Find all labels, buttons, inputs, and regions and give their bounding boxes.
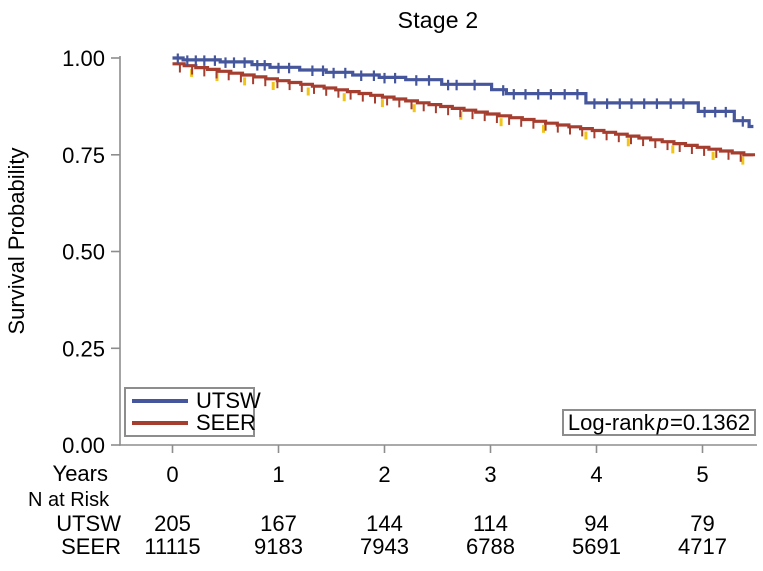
legend-item-utsw: UTSW <box>126 390 261 412</box>
legend-label-utsw: UTSW <box>196 388 261 413</box>
logrank-p-symbol: p <box>656 409 669 435</box>
y-tick-label: 0.75 <box>62 143 105 168</box>
risk-row-label-seer: SEER <box>61 534 121 559</box>
risk-value-seer: 7943 <box>360 534 409 559</box>
risk-value-seer: 6788 <box>466 534 515 559</box>
x-axis-title: Years <box>52 461 108 486</box>
legend-item-seer: SEER <box>126 410 256 435</box>
x-tick-label: 0 <box>166 462 178 487</box>
logrank-annotation: Log-rank p =0.1362 <box>562 409 756 436</box>
risk-value-utsw: 114 <box>472 511 509 536</box>
risk-value-seer: 9183 <box>254 534 303 559</box>
risk-value-seer: 4717 <box>678 534 727 559</box>
legend: UTSW SEER <box>124 387 261 437</box>
legend-line-utsw <box>132 399 188 403</box>
logrank-prefix: Log-rank <box>567 409 655 435</box>
risk-value-seer: 11115 <box>144 534 201 559</box>
x-tick-label: 5 <box>696 462 708 487</box>
legend-line-seer <box>132 421 188 425</box>
risk-table-header: N at Risk <box>28 489 110 511</box>
x-tick-label: 2 <box>378 462 390 487</box>
risk-value-utsw: 79 <box>690 511 715 536</box>
x-tick-label: 1 <box>272 462 284 487</box>
risk-row-label-utsw: UTSW <box>56 511 121 536</box>
risk-value-utsw: 205 <box>154 511 191 536</box>
risk-value-utsw: 94 <box>584 511 609 536</box>
legend-label-seer: SEER <box>196 410 256 435</box>
y-tick-label: 0.25 <box>62 336 105 361</box>
survival-curve-utsw <box>172 56 754 129</box>
survival-curve-seer <box>172 62 755 157</box>
x-tick-label: 4 <box>590 462 602 487</box>
logrank-value: =0.1362 <box>669 409 751 435</box>
chart-title: Stage 2 <box>397 7 479 33</box>
y-tick-label: 0.00 <box>62 433 105 458</box>
risk-value-utsw: 167 <box>260 511 297 536</box>
y-tick-label: 0.50 <box>62 240 105 265</box>
risk-value-utsw: 144 <box>366 511 403 536</box>
y-tick-label: 1.00 <box>62 46 105 71</box>
x-tick-label: 3 <box>484 462 496 487</box>
risk-value-seer: 5691 <box>572 534 621 559</box>
